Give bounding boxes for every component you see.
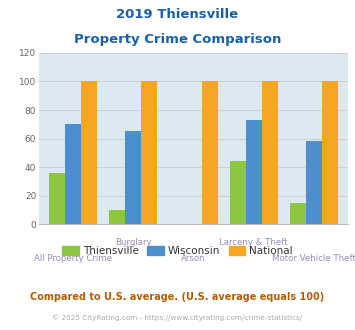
Bar bbox=[141, 82, 157, 224]
Text: © 2025 CityRating.com - https://www.cityrating.com/crime-statistics/: © 2025 CityRating.com - https://www.city… bbox=[53, 314, 302, 321]
Bar bbox=[81, 82, 97, 224]
Bar bbox=[306, 142, 322, 224]
Bar bbox=[230, 161, 246, 224]
Text: Motor Vehicle Theft: Motor Vehicle Theft bbox=[272, 254, 355, 263]
Bar bbox=[262, 82, 278, 224]
Bar bbox=[202, 82, 218, 224]
Bar bbox=[109, 210, 125, 224]
Bar bbox=[322, 82, 338, 224]
Text: Larceny & Theft: Larceny & Theft bbox=[219, 238, 288, 247]
Bar bbox=[246, 120, 262, 224]
Bar bbox=[125, 131, 141, 224]
Bar bbox=[290, 203, 306, 224]
Text: Arson: Arson bbox=[181, 254, 206, 263]
Bar bbox=[49, 173, 65, 224]
Text: Burglary: Burglary bbox=[115, 238, 152, 247]
Text: Property Crime Comparison: Property Crime Comparison bbox=[74, 33, 281, 46]
Legend: Thiensville, Wisconsin, National: Thiensville, Wisconsin, National bbox=[58, 242, 297, 260]
Text: Compared to U.S. average. (U.S. average equals 100): Compared to U.S. average. (U.S. average … bbox=[31, 292, 324, 302]
Text: 2019 Thiensville: 2019 Thiensville bbox=[116, 8, 239, 21]
Bar bbox=[65, 124, 81, 224]
Text: All Property Crime: All Property Crime bbox=[34, 254, 112, 263]
